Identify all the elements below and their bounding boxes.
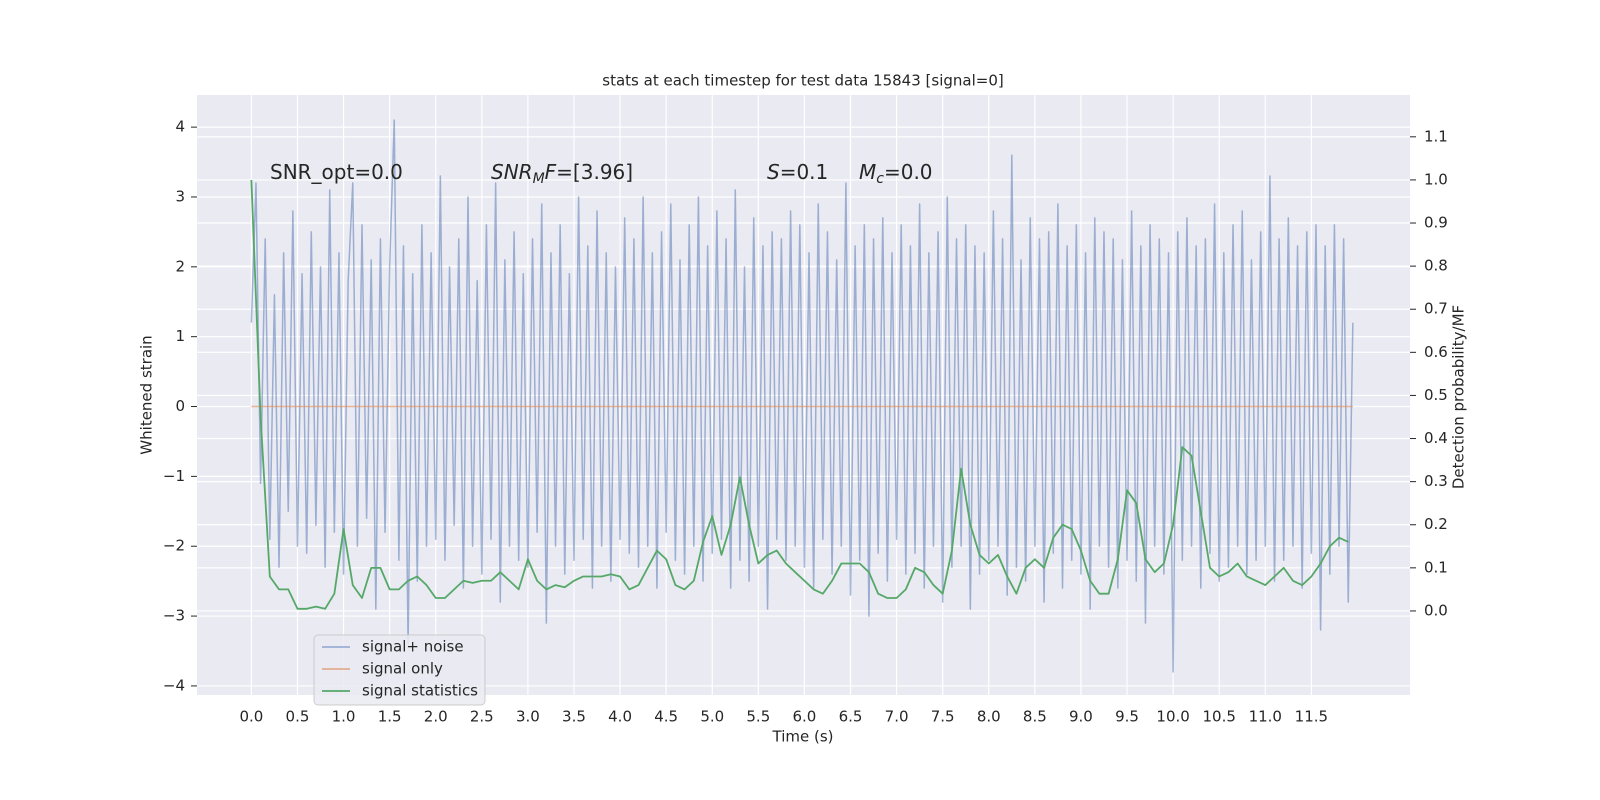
legend-box (313, 634, 486, 706)
y2-tick-label: 0.3 (1424, 472, 1448, 490)
x-tick-label: 9.0 (1069, 708, 1093, 726)
y-tick-label: −4 (163, 676, 185, 694)
y-tick-label: −2 (163, 537, 185, 555)
y2-tick-label: 0.7 (1424, 300, 1448, 318)
y-tick-label: 0 (175, 397, 185, 415)
y2-tick-label: 1.1 (1424, 127, 1448, 145)
legend-label: signal+ noise (362, 638, 464, 656)
y2-axis-label: Detection probability/MF (1450, 305, 1468, 489)
annotation-part: =0.1 (780, 160, 829, 184)
annotation-part: c (876, 171, 884, 187)
x-tick-label: 5.0 (700, 708, 724, 726)
annotation-part: SNR_opt=0.0 (270, 160, 403, 184)
y-tick-label: 1 (175, 327, 185, 345)
x-tick-label: 6.5 (839, 708, 863, 726)
x-tick-label: 5.5 (746, 708, 770, 726)
series-line (250, 119, 1354, 673)
y2-tick-label: 1.0 (1424, 170, 1448, 188)
x-tick-label: 1.0 (332, 708, 356, 726)
y2-tick-label: 0.2 (1424, 515, 1448, 533)
annotation-part: S (767, 160, 780, 184)
x-tick-label: 3.5 (562, 708, 586, 726)
y2-tick-label: 0.6 (1424, 343, 1448, 361)
x-tick-label: 6.0 (792, 708, 816, 726)
x-tick-label: 8.0 (977, 708, 1001, 726)
annotation-part: F (545, 160, 557, 184)
x-tick-label: 7.0 (885, 708, 909, 726)
chart-title: stats at each timestep for test data 158… (602, 72, 1003, 90)
annotation-part: M (533, 171, 545, 187)
x-tick-label: 0.5 (286, 708, 310, 726)
y-tick-label: 2 (175, 257, 185, 275)
y2-tick-label: 0.0 (1424, 601, 1448, 619)
x-tick-label: 10.5 (1202, 708, 1235, 726)
annotation-part: =[3.96] (556, 160, 633, 184)
annotation-part: M (859, 160, 876, 184)
x-tick-label: 0.0 (239, 708, 263, 726)
y2-tick-label: 0.1 (1424, 558, 1448, 576)
x-tick-label: 8.5 (1023, 708, 1047, 726)
x-tick-label: 2.0 (424, 708, 448, 726)
y2-tick-label: 0.4 (1424, 429, 1448, 447)
x-tick-label: 3.0 (516, 708, 540, 726)
legend-label: signal statistics (362, 682, 478, 700)
annotation: Mc=0.0 (859, 160, 933, 188)
y-tick-label: −3 (163, 607, 185, 625)
x-axis-label: Time (s) (772, 728, 834, 746)
annotation: SNRMF=[3.96] (491, 160, 633, 188)
x-tick-label: 11.0 (1249, 708, 1282, 726)
annotation: SNR_opt=0.0 (270, 160, 403, 184)
y2-tick-label: 0.5 (1424, 386, 1448, 404)
y2-tick-label: 0.8 (1424, 257, 1448, 275)
y-tick-label: 4 (175, 118, 185, 136)
x-tick-label: 9.5 (1115, 708, 1139, 726)
x-tick-label: 7.5 (931, 708, 955, 726)
series-line (250, 179, 1349, 610)
y-tick-label: 3 (175, 187, 185, 205)
x-tick-label: 4.0 (608, 708, 632, 726)
x-tick-label: 2.5 (470, 708, 494, 726)
x-tick-label: 1.5 (378, 708, 402, 726)
y2-tick-label: 0.9 (1424, 214, 1448, 232)
y-axis-label: Whitened strain (138, 335, 156, 454)
x-tick-label: 11.5 (1295, 708, 1328, 726)
x-tick-label: 4.5 (654, 708, 678, 726)
annotation-part: =0.0 (884, 160, 933, 184)
legend-label: signal only (362, 660, 443, 678)
annotation: S=0.1 (767, 160, 828, 184)
x-tick-label: 10.0 (1156, 708, 1189, 726)
y-tick-label: −1 (163, 467, 185, 485)
annotation-part: SNR (491, 160, 533, 184)
